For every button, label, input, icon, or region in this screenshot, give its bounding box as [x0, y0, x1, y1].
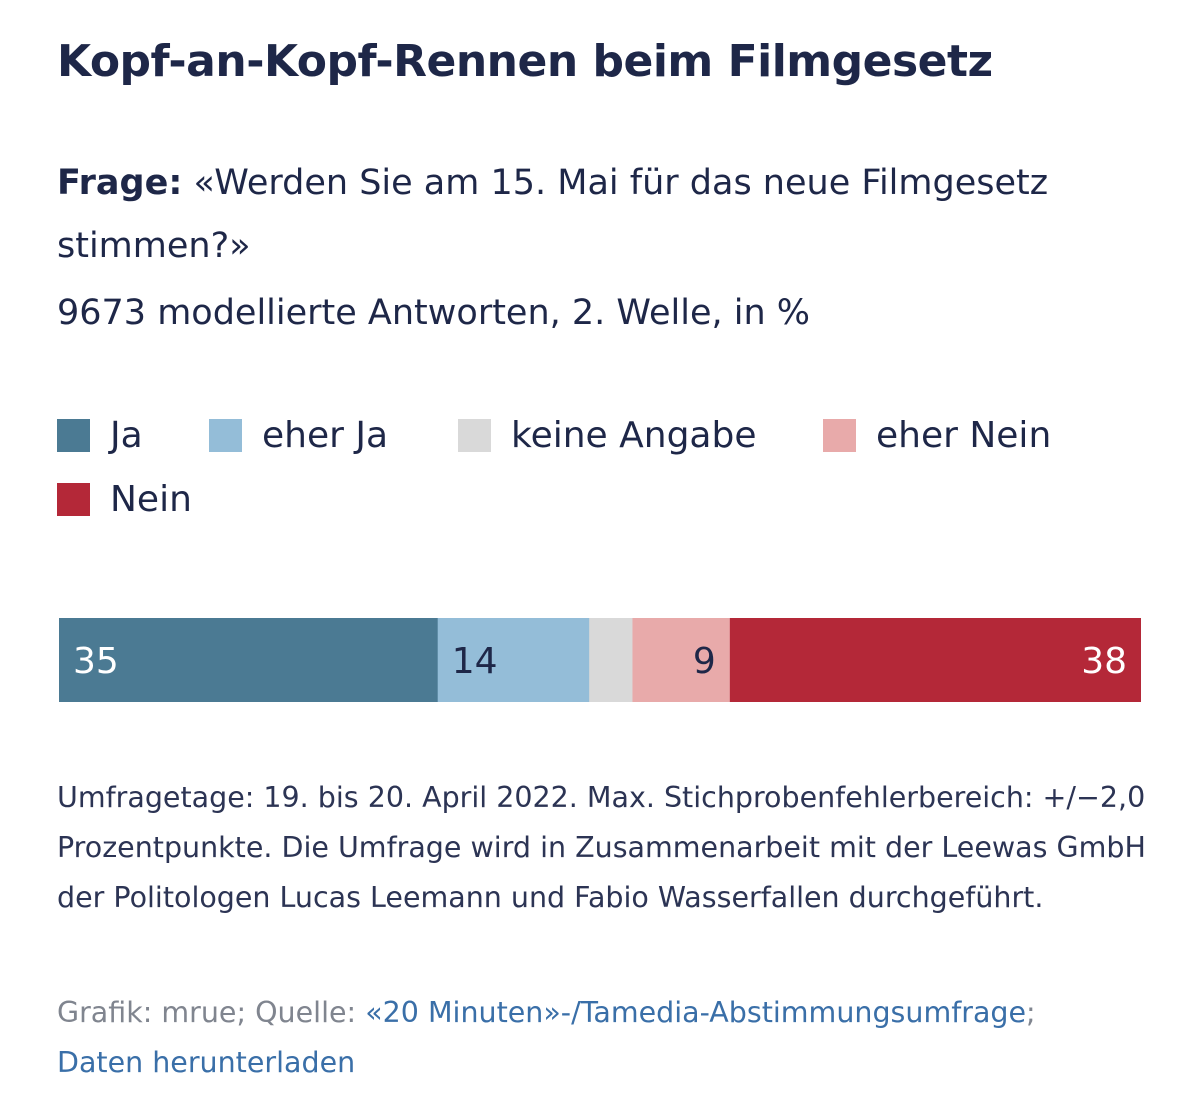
legend-swatch-ja	[57, 418, 90, 452]
source-line: Grafik: mrue; Quelle: «20 Minuten»-/Tame…	[57, 988, 1147, 1088]
question-label: Frage:	[57, 163, 183, 203]
question: Frage: «Werden Sie am 15. Mai für das ne…	[57, 152, 1147, 278]
legend-item-ja: Ja	[57, 403, 143, 467]
question-text: «Werden Sie am 15. Mai für das neue Film…	[57, 163, 1049, 266]
bar-label-eher-ja: 14	[452, 641, 498, 682]
survey-note: Umfragetage: 19. bis 20. April 2022. Max…	[57, 781, 1146, 914]
bar-segment-keine-angabe	[589, 618, 633, 702]
legend-label-nein: Nein	[110, 478, 192, 520]
bar-segment-eher-nein	[632, 618, 731, 702]
legend-label-keine-angabe: keine Angabe	[511, 414, 757, 456]
bar-label-nein: 38	[1081, 641, 1127, 682]
sample-info: 9673 modellierte Antworten, 2. Welle, in…	[57, 293, 811, 333]
source-separator: ;	[1026, 996, 1036, 1029]
download-data-link[interactable]: Daten herunterladen	[57, 1046, 356, 1079]
legend-label-eher-ja: eher Ja	[262, 414, 389, 456]
bar-segment-eher-ja	[437, 618, 590, 702]
bar-segment-nein	[729, 618, 1141, 702]
bar-label-ja: 35	[73, 641, 119, 682]
bar-label-eher-nein: 9	[693, 641, 716, 682]
bar-segment-ja	[59, 618, 439, 702]
legend-item-keine-angabe: keine Angabe	[458, 403, 756, 467]
legend-label-eher-nein: eher Nein	[876, 414, 1052, 456]
legend-swatch-nein	[57, 482, 90, 516]
chart-title: Kopf-an-Kopf-Rennen beim Filmgesetz	[57, 36, 993, 87]
legend-item-eher-ja: eher Ja	[209, 403, 388, 467]
stacked-bar-chart: 35 14 9 38	[59, 618, 1141, 702]
legend-swatch-eher-nein	[823, 418, 856, 452]
legend-item-nein: Nein	[57, 467, 192, 531]
legend-label-ja: Ja	[110, 414, 143, 456]
stacked-bar-svg: 35 14 9 38	[59, 618, 1141, 702]
source-link[interactable]: «20 Minuten»-/Tamedia-Abstimmungsumfrage	[365, 996, 1027, 1029]
source-prefix: Grafik: mrue; Quelle:	[57, 996, 366, 1029]
legend-swatch-eher-ja	[209, 418, 242, 452]
legend-swatch-keine-angabe	[458, 418, 491, 452]
legend-item-eher-nein: eher Nein	[823, 403, 1051, 467]
